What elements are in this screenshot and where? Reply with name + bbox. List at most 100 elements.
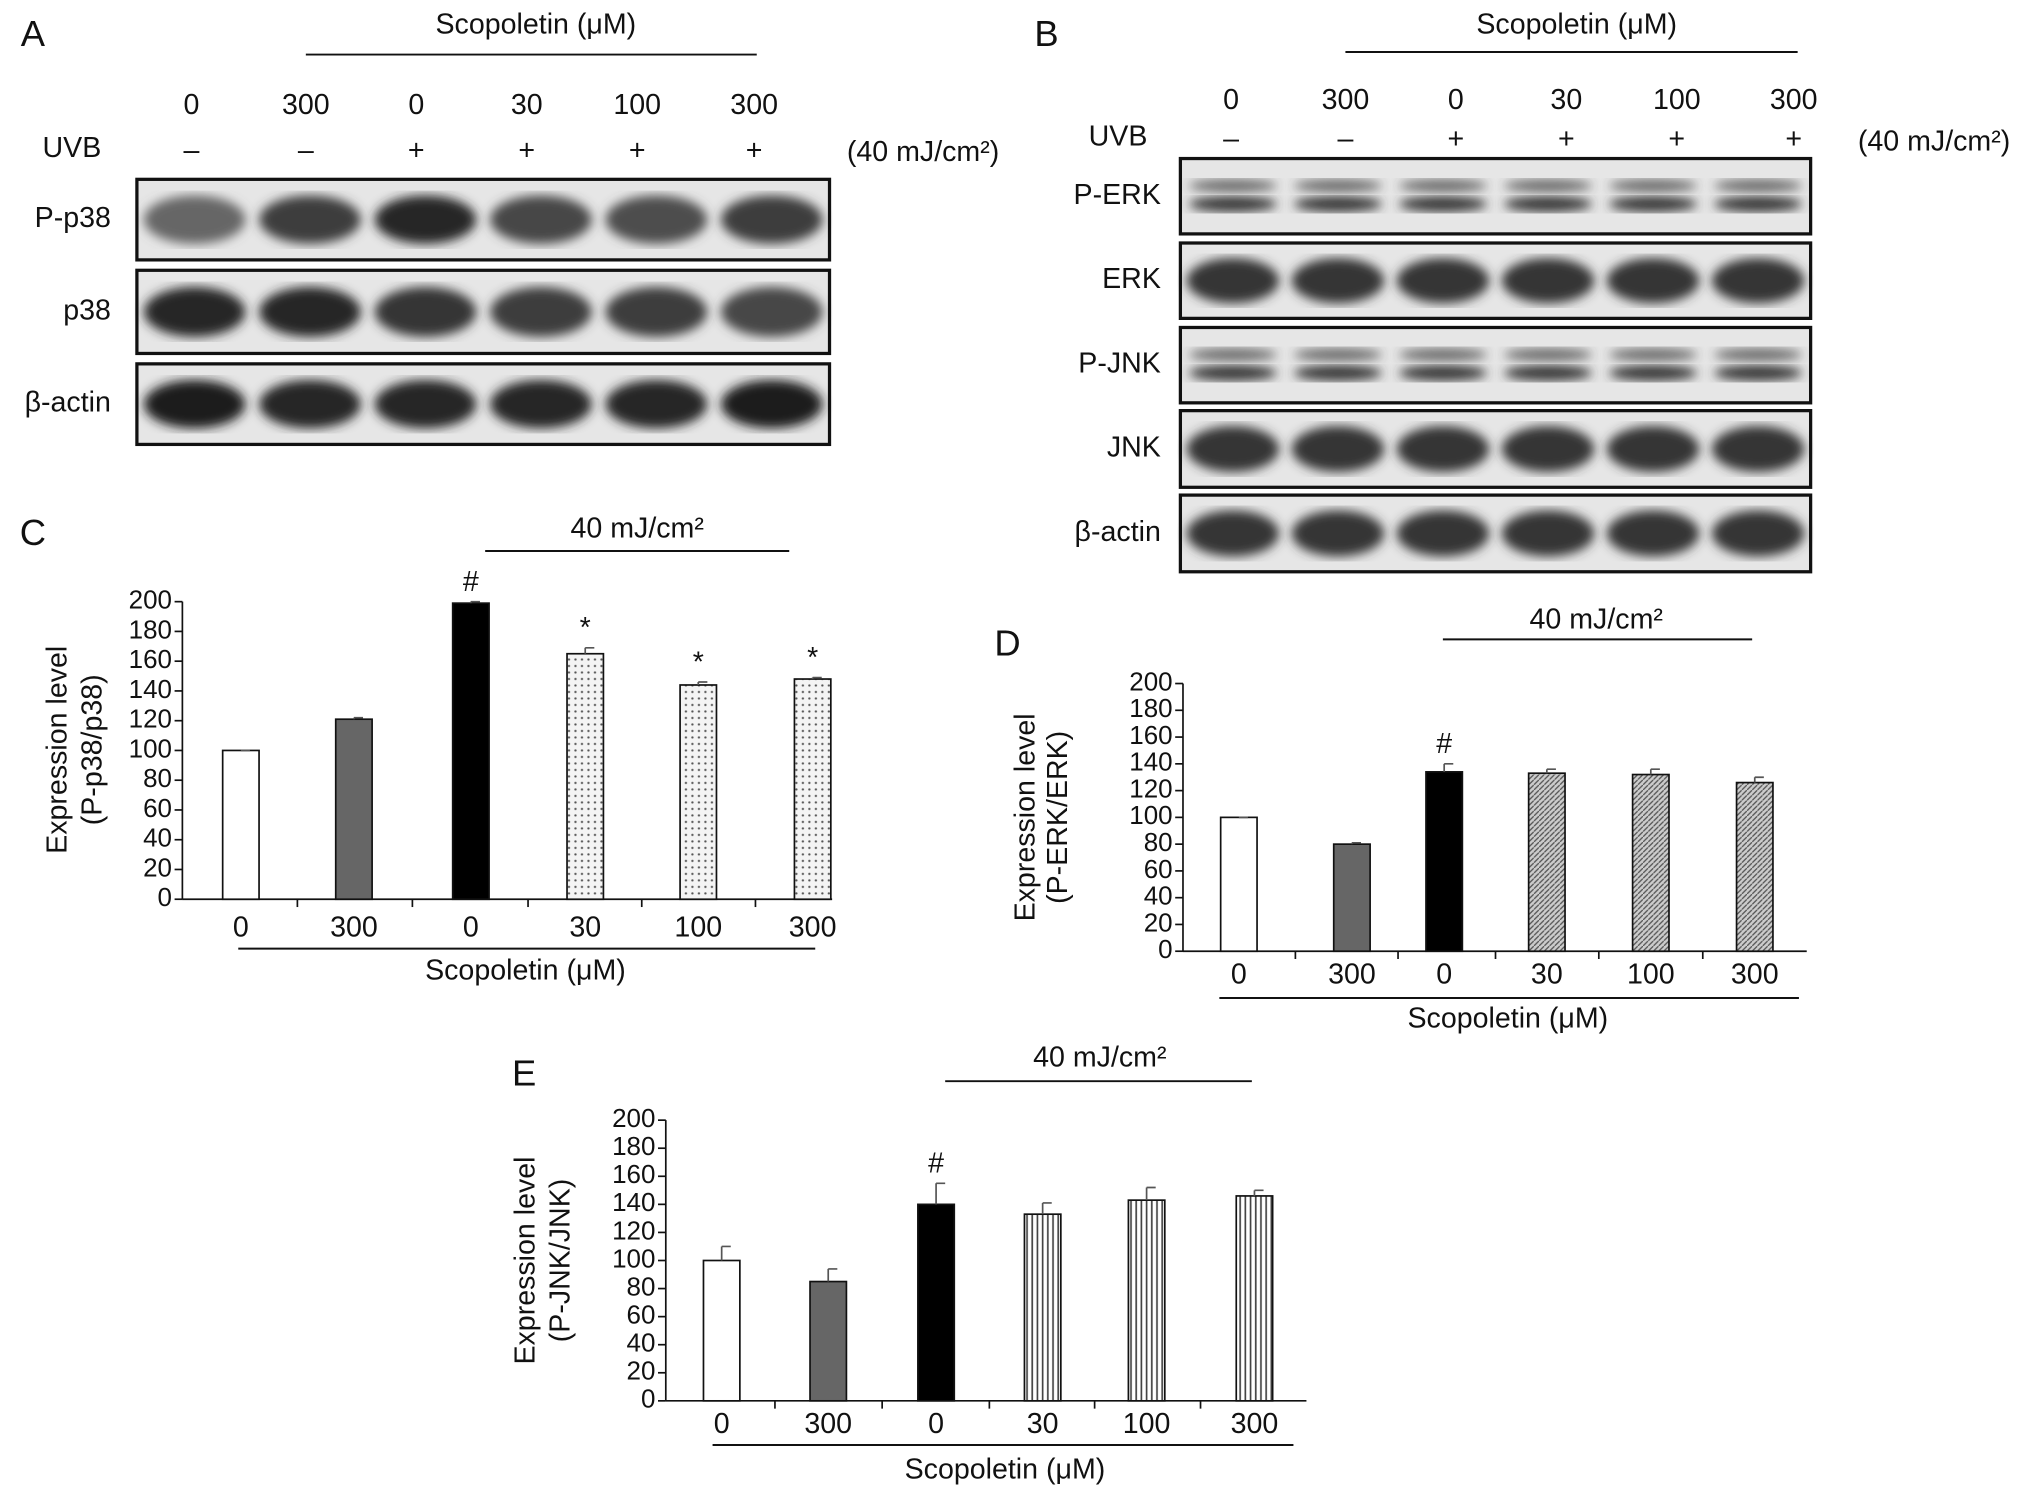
x-axis-label: Scopoletin (μM) — [425, 955, 626, 987]
significance-marker: * — [580, 612, 591, 644]
blot-row-label: P-JNK — [1078, 348, 1161, 380]
y-tick-label: 100 — [612, 1243, 655, 1273]
panel-label: D — [994, 622, 1020, 663]
uvb-label: UVB — [1089, 120, 1148, 152]
bar — [809, 1280, 848, 1402]
y-tick-label: 60 — [143, 793, 172, 823]
y-tick-label: 160 — [1129, 720, 1172, 750]
significance-marker: # — [928, 1148, 944, 1180]
bar — [1127, 1199, 1166, 1402]
band — [1398, 196, 1488, 212]
y-tick-label: 0 — [158, 882, 172, 912]
band — [490, 286, 592, 337]
blot-row-label: β-actin — [25, 387, 111, 419]
uvb-sign: – — [184, 135, 200, 167]
lane-concentration: 300 — [1770, 84, 1818, 116]
significance-marker: * — [807, 642, 818, 674]
y-tick-label: 20 — [143, 852, 172, 882]
band — [374, 379, 477, 429]
y-tick-label: 40 — [627, 1328, 656, 1358]
x-tick-label: 100 — [674, 912, 722, 944]
y-tick-label: 140 — [612, 1187, 655, 1217]
y-tick-label: 160 — [129, 644, 172, 674]
bar — [1023, 1213, 1062, 1402]
bar — [1332, 843, 1371, 953]
x-tick-label: 0 — [1436, 958, 1452, 990]
band — [721, 195, 823, 244]
uvb-sign: + — [746, 135, 763, 167]
y-axis-label: (P-p38/p38) — [77, 674, 109, 825]
error-bar — [1443, 762, 1454, 772]
band — [1291, 425, 1385, 472]
blot-strip — [135, 268, 832, 356]
y-axis-label: Expression level — [41, 646, 73, 854]
bar — [679, 684, 718, 901]
panel-label: A — [21, 13, 46, 54]
band — [1188, 348, 1278, 362]
blot-frame — [1178, 156, 1813, 236]
y-tick-label: 120 — [612, 1215, 655, 1245]
bar — [1735, 781, 1774, 953]
panel-label: B — [1034, 13, 1058, 54]
band — [1606, 425, 1700, 472]
uvb-label: UVB — [43, 132, 102, 164]
band — [259, 195, 361, 244]
uvb-sign: – — [298, 135, 314, 167]
blot-row-label: ERK — [1102, 263, 1161, 295]
annotation: 40 mJ/cm² — [1530, 604, 1663, 636]
band — [1188, 365, 1278, 381]
y-tick-label: 140 — [1129, 747, 1172, 777]
band — [605, 286, 708, 337]
y-tick-label: 140 — [129, 674, 172, 704]
band — [1608, 348, 1698, 362]
band — [1503, 179, 1593, 193]
x-tick-label: 300 — [804, 1408, 852, 1440]
band — [1608, 196, 1698, 212]
x-tick-label: 100 — [1123, 1408, 1171, 1440]
bar — [702, 1259, 741, 1402]
bar — [917, 1203, 956, 1402]
blot-strip — [1178, 156, 1813, 236]
blot-frame — [135, 362, 832, 447]
blot-strip — [1178, 241, 1813, 320]
bar — [793, 678, 832, 901]
y-tick-label: 80 — [143, 763, 172, 793]
y-tick-label: 160 — [612, 1159, 655, 1189]
band — [605, 379, 708, 429]
error-bar — [935, 1182, 946, 1205]
y-tick-label: 120 — [1129, 773, 1172, 803]
error-bar — [353, 716, 364, 720]
blot-frame — [1178, 409, 1813, 489]
band — [1293, 348, 1383, 362]
error-bar — [1145, 1186, 1156, 1201]
significance-marker: * — [693, 646, 704, 678]
blot-background — [1180, 158, 1811, 234]
error-bar — [697, 681, 708, 685]
band — [143, 379, 246, 429]
band — [259, 286, 361, 337]
error-bar — [811, 676, 822, 680]
bar — [1235, 1195, 1274, 1402]
band — [1291, 510, 1385, 557]
error-bar — [584, 646, 595, 654]
band — [1606, 258, 1700, 304]
band — [1396, 258, 1490, 304]
band — [1188, 179, 1278, 193]
error-bar — [1753, 776, 1764, 783]
panel-label: E — [512, 1053, 536, 1094]
x-tick-label: 300 — [330, 912, 378, 944]
band — [1188, 196, 1278, 212]
blot-row-label: P-p38 — [35, 202, 111, 234]
blot-strip — [1178, 325, 1813, 405]
bar — [1425, 771, 1464, 953]
panel-label: C — [20, 512, 46, 553]
x-tick-label: 30 — [569, 912, 601, 944]
y-tick-label: 100 — [129, 733, 172, 763]
uvb-sign: + — [1668, 123, 1685, 155]
lane-concentration: 300 — [1322, 84, 1370, 116]
band — [1396, 425, 1490, 472]
uvb-sign: + — [1558, 123, 1575, 155]
y-axis-label: (P-ERK/ERK) — [1042, 731, 1074, 904]
lane-concentration: 100 — [613, 89, 661, 121]
